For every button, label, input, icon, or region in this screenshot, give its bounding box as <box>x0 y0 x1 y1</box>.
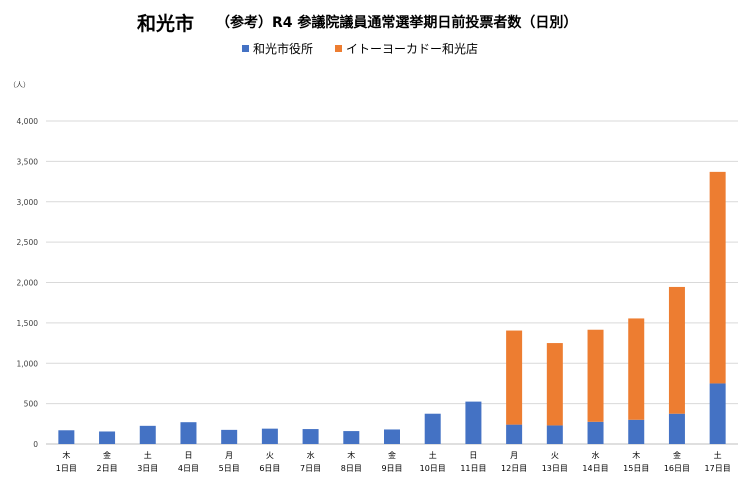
x-tick-weekday: 火 <box>551 451 559 460</box>
bar-ito-yokado <box>709 171 726 384</box>
x-tick-weekday: 土 <box>144 450 152 460</box>
x-tick-day: 1日目 <box>56 464 77 473</box>
x-tick-weekday: 土 <box>429 450 437 460</box>
bar-city-hall <box>221 429 238 444</box>
x-tick-weekday: 水 <box>307 450 315 460</box>
x-tick-day: 14日目 <box>582 464 608 473</box>
legend-item-city-hall: 和光市役所 <box>242 40 313 57</box>
bar-city-hall <box>302 429 319 444</box>
x-tick-day: 17日目 <box>705 464 731 473</box>
x-tick-weekday: 金 <box>673 450 681 460</box>
bar-city-hall <box>465 401 482 444</box>
x-tick-day: 3日目 <box>137 464 158 473</box>
bar-city-hall <box>506 424 523 444</box>
x-tick-weekday: 金 <box>388 450 396 460</box>
bar-ito-yokado <box>668 286 685 414</box>
bar-city-hall <box>343 431 360 444</box>
x-tick-weekday: 日 <box>469 451 477 460</box>
x-tick-day: 11日目 <box>460 464 486 473</box>
y-tick-label: 4,000 <box>17 117 39 126</box>
x-tick-weekday: 月 <box>225 451 233 460</box>
x-tick-day: 10日目 <box>420 464 446 473</box>
bar-city-hall <box>139 425 156 444</box>
x-tick-day: 5日目 <box>219 464 240 473</box>
legend: 和光市役所 イトーヨーカドー和光店 <box>242 40 500 57</box>
chart-title-city: 和光市 <box>137 13 195 35</box>
bar-ito-yokado <box>506 330 523 425</box>
x-tick-day: 9日目 <box>381 464 402 473</box>
x-tick-day: 13日目 <box>542 464 568 473</box>
y-axis-unit-label: （人） <box>9 81 30 89</box>
x-tick-weekday: 日 <box>184 451 192 460</box>
x-tick-day: 4日目 <box>178 464 199 473</box>
legend-label-city-hall: 和光市役所 <box>253 42 314 56</box>
x-tick-weekday: 木 <box>347 450 355 460</box>
y-tick-label: 1,000 <box>17 359 39 368</box>
legend-swatch-ito-yokado <box>335 45 343 52</box>
chart-title-subtitle: （参考）R4 参議院議員通常選挙期日前投票者数（日別） <box>216 15 578 31</box>
bar-city-hall <box>587 421 604 444</box>
bar-ito-yokado <box>628 318 645 420</box>
x-tick-weekday: 月 <box>510 451 518 460</box>
y-tick-label: 3,000 <box>17 198 39 207</box>
legend-swatch-city-hall <box>242 45 249 52</box>
y-tick-label: 2,500 <box>17 238 39 247</box>
x-tick-weekday: 土 <box>714 450 722 460</box>
x-tick-day: 8日目 <box>341 464 362 473</box>
x-tick-weekday: 木 <box>62 450 70 460</box>
bar-city-hall <box>58 430 75 444</box>
x-tick-day: 2日目 <box>97 464 118 473</box>
bar-city-hall <box>99 431 116 444</box>
y-tick-label: 2,000 <box>17 279 39 288</box>
y-tick-label: 1,500 <box>17 319 39 328</box>
x-tick-weekday: 金 <box>103 450 111 460</box>
x-tick-day: 16日目 <box>664 464 690 473</box>
y-tick-label: 500 <box>24 400 39 409</box>
y-tick-label: 0 <box>33 440 38 449</box>
x-tick-day: 15日目 <box>623 464 649 473</box>
legend-item-ito-yokado: イトーヨーカドー和光店 <box>335 40 478 57</box>
bar-city-hall <box>709 383 726 444</box>
bar-city-hall <box>261 428 278 444</box>
x-tick-weekday: 火 <box>266 451 274 460</box>
bar-city-hall <box>668 413 685 444</box>
bar-ito-yokado <box>587 329 604 422</box>
x-tick-weekday: 木 <box>632 450 640 460</box>
bar-city-hall <box>384 429 400 444</box>
x-tick-day: 12日目 <box>501 464 527 473</box>
bar-city-hall <box>628 419 645 444</box>
legend-label-ito-yokado: イトーヨーカドー和光店 <box>346 42 479 56</box>
x-tick-day: 6日目 <box>259 464 280 473</box>
x-tick-weekday: 水 <box>592 450 600 460</box>
bar-city-hall <box>546 425 563 444</box>
y-tick-label: 3,500 <box>17 157 39 166</box>
x-tick-day: 7日目 <box>300 464 321 473</box>
bar-city-hall <box>180 422 197 444</box>
bar-city-hall <box>424 413 441 444</box>
bar-ito-yokado <box>546 343 563 426</box>
